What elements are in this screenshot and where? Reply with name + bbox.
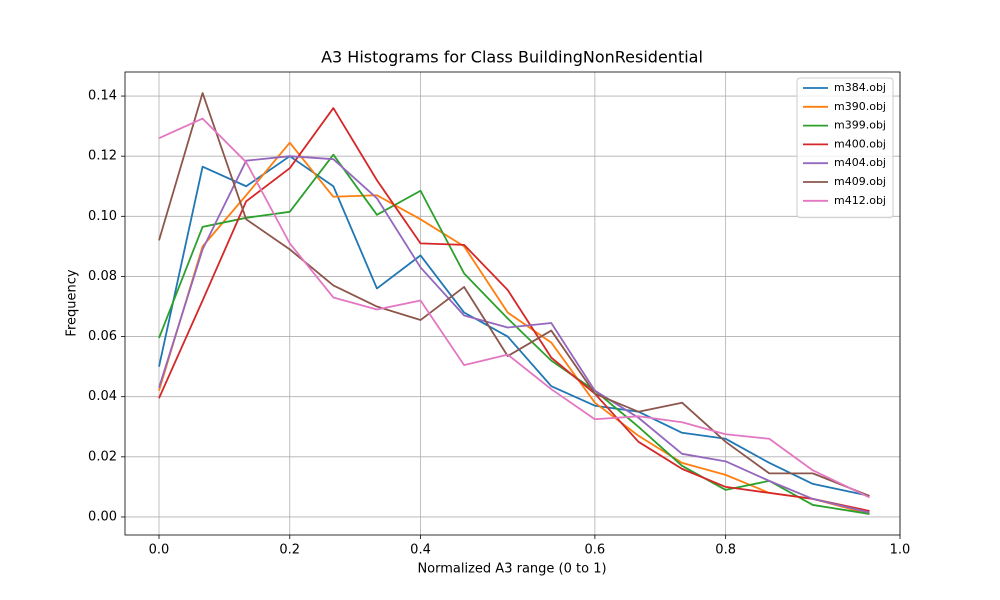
y-tick-label: 0.06 <box>88 329 117 344</box>
series-line <box>158 153 870 515</box>
lines <box>158 92 870 515</box>
axes-frame <box>124 71 901 536</box>
series-line <box>158 155 870 497</box>
x-tick-label: 1.0 <box>890 543 911 558</box>
y-tick-label: 0.08 <box>88 269 117 284</box>
series-line <box>158 92 870 497</box>
y-tick-label: 0.12 <box>88 149 117 164</box>
series-line <box>158 107 870 512</box>
y-tick-label: 0.14 <box>88 89 117 104</box>
legend-label: m399.obj <box>834 119 886 132</box>
legend-label: m409.obj <box>834 175 886 188</box>
y-axis-label: Frequency <box>65 269 80 336</box>
legend-label: m412.obj <box>834 194 886 207</box>
y-tick-label: 0.10 <box>88 209 117 224</box>
legend-label: m400.obj <box>834 137 886 150</box>
legend: m384.obj m390.obj m399.obj m400.obj m404.obj… <box>796 77 894 219</box>
series-line <box>158 155 870 514</box>
y-tick-label: 0.02 <box>88 449 117 464</box>
x-tick-label: 0.0 <box>149 543 170 558</box>
chart-title: A3 Histograms for Class BuildingNonResid… <box>321 48 703 67</box>
x-tick-label: 0.4 <box>410 543 431 558</box>
legend-label: m390.obj <box>834 100 886 113</box>
legend-label: m404.obj <box>834 156 886 169</box>
legend-label: m384.obj <box>834 81 886 94</box>
y-tick-label: 0.04 <box>88 389 117 404</box>
series-line <box>158 117 870 499</box>
y-tick-label: 0.00 <box>88 509 117 524</box>
x-tick-label: 0.8 <box>715 543 736 558</box>
x-tick-label: 0.6 <box>585 543 606 558</box>
grid-layer <box>125 72 901 535</box>
x-tick-label: 0.2 <box>279 543 300 558</box>
series-line <box>158 141 870 515</box>
x-axis-label: Normalized A3 range (0 to 1) <box>417 562 606 577</box>
